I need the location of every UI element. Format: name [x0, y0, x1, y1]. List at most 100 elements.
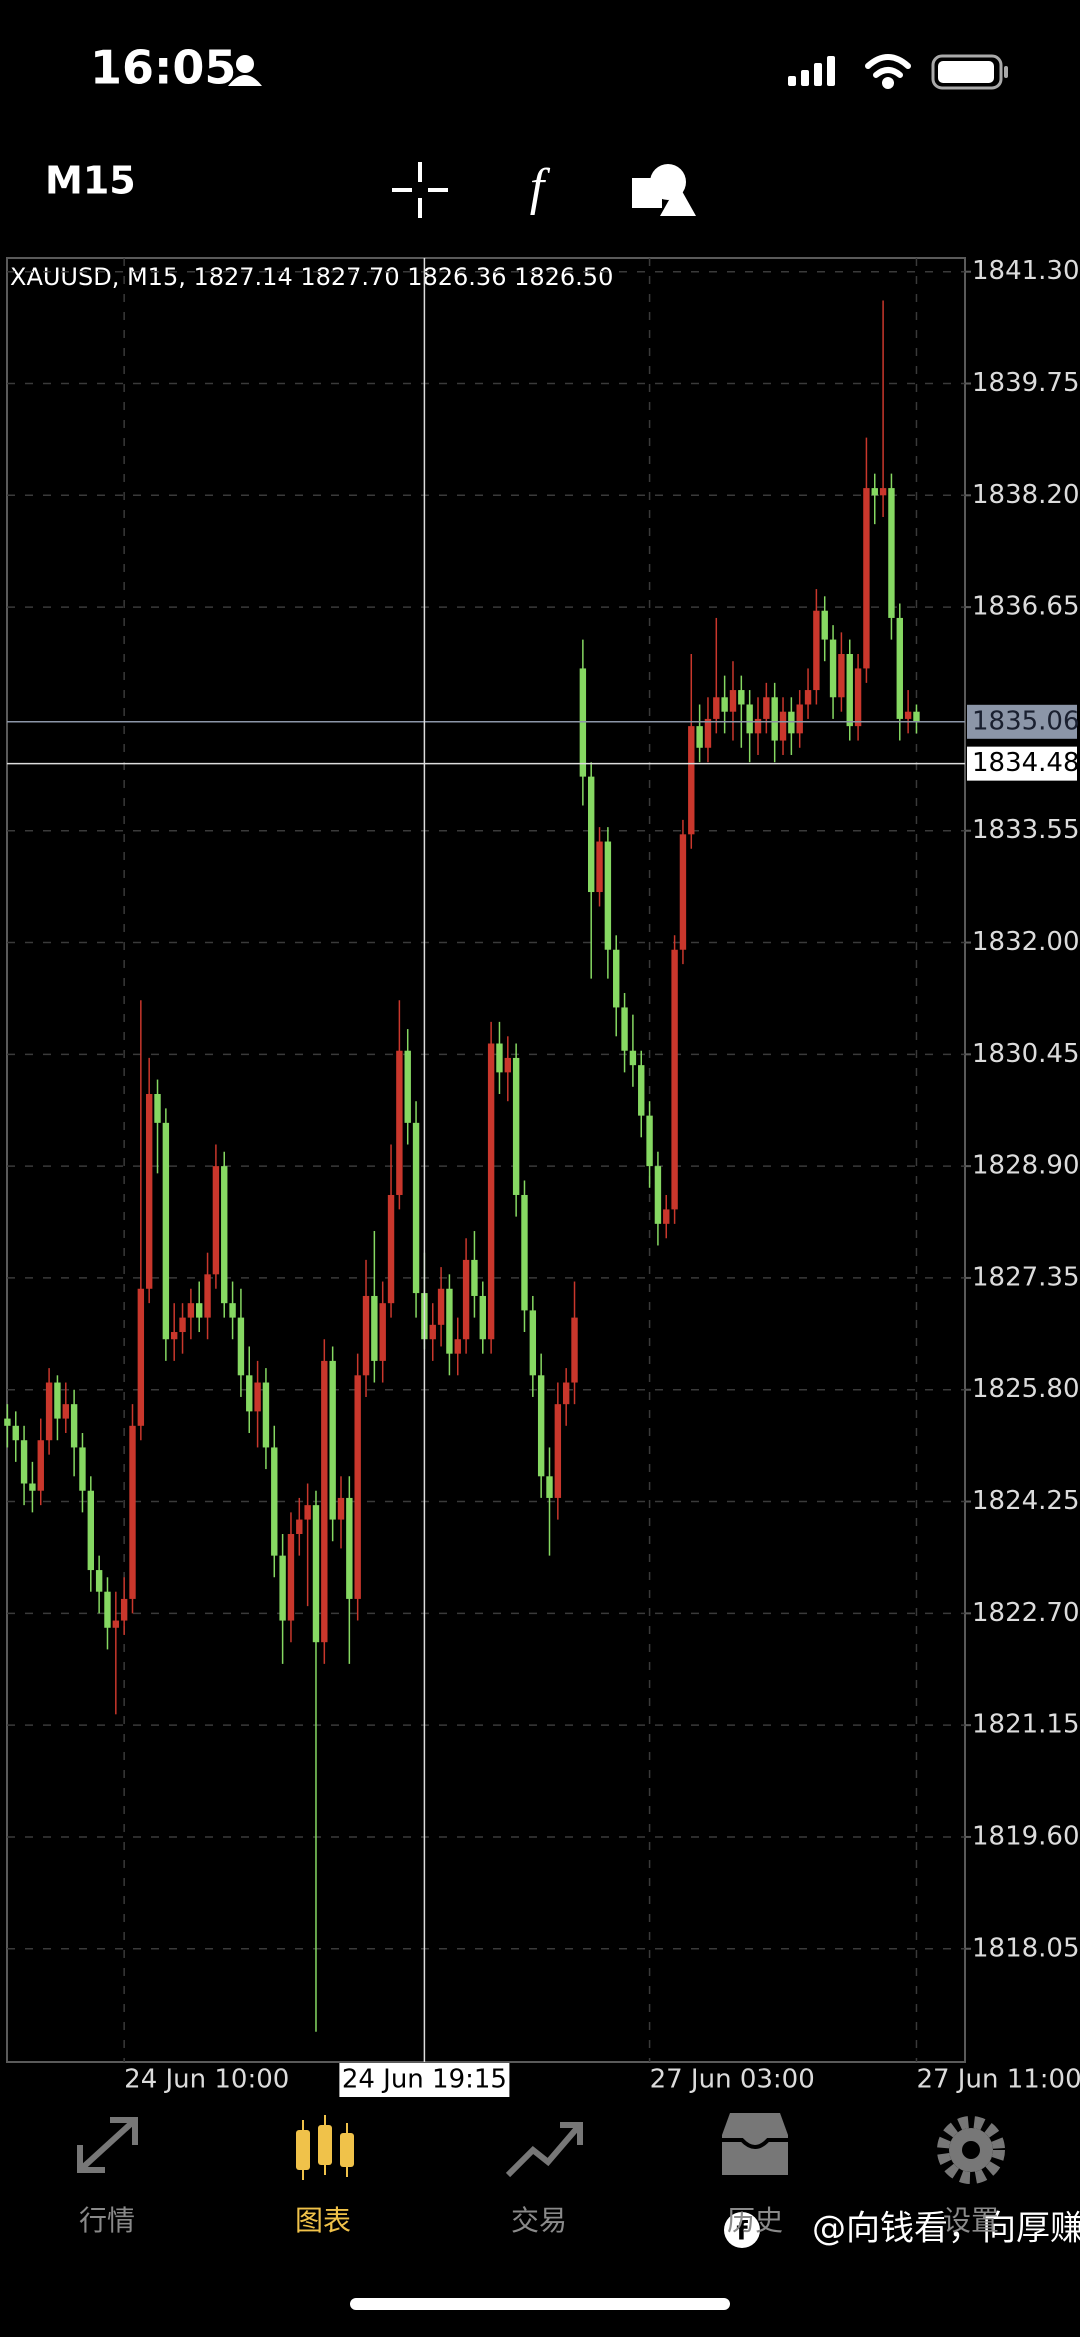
tab-label[interactable]: 行情: [79, 2204, 135, 2237]
candle: [904, 690, 912, 734]
candle: [571, 1281, 578, 1405]
candle: [446, 1274, 453, 1376]
candle: [354, 1353, 361, 1621]
candle-body: [287, 1534, 295, 1621]
candle-body: [521, 1194, 528, 1311]
candle: [129, 1404, 136, 1614]
tab-icon-history: [722, 2113, 788, 2175]
candle-body: [879, 488, 887, 496]
candle: [613, 935, 620, 1037]
candle-body: [279, 1555, 286, 1621]
candle-body: [721, 697, 728, 712]
candle-body: [562, 1382, 570, 1405]
svg-text:f: f: [736, 2217, 748, 2247]
candle-body: [529, 1310, 537, 1376]
candle-body: [738, 690, 745, 705]
candle-body: [229, 1303, 236, 1318]
y-tick-label: 1839.75: [972, 368, 1080, 398]
candle-body: [429, 1324, 436, 1340]
candle-body: [504, 1057, 511, 1073]
candle-body: [754, 718, 762, 734]
candle: [729, 661, 737, 741]
candle-body: [271, 1447, 278, 1556]
candle-body: [446, 1288, 453, 1354]
candle: [654, 1151, 662, 1246]
candle-body: [337, 1497, 345, 1520]
candle: [162, 1108, 170, 1361]
candle-body: [863, 488, 870, 669]
battery-icon: [931, 54, 1008, 90]
candle: [562, 1368, 570, 1426]
candle: [821, 596, 828, 662]
candle: [304, 1483, 311, 1607]
timeframe-button[interactable]: M15: [45, 159, 136, 203]
candle: [271, 1425, 278, 1578]
tab-label[interactable]: 交易: [511, 2204, 567, 2237]
candle: [504, 1036, 511, 1102]
y-tick-label: 1825.80: [972, 1374, 1080, 1404]
candle: [512, 1043, 520, 1217]
y-tick-label: 1830.45: [972, 1039, 1080, 1069]
candle: [746, 690, 753, 763]
candle: [437, 1267, 445, 1347]
candle: [738, 675, 745, 748]
candle: [521, 1180, 528, 1333]
candle-body: [162, 1122, 170, 1340]
candle-body: [129, 1425, 136, 1599]
candle-body: [821, 610, 828, 640]
crosshair-tool[interactable]: [392, 162, 448, 218]
candle-body: [404, 1050, 411, 1123]
y-tick-label: 1838.20: [972, 480, 1080, 510]
signal-icon: [788, 56, 835, 86]
tab-label[interactable]: 图表: [295, 2204, 351, 2237]
candle-body: [896, 617, 903, 719]
candle-body: [346, 1497, 353, 1599]
candle: [913, 704, 920, 734]
candle-body: [613, 949, 620, 1008]
candle: [679, 819, 687, 965]
wifi-icon: [865, 54, 911, 89]
chart: XAUUSD, M15, 1827.14 1827.70 1826.36 182…: [6, 257, 966, 2063]
candle: [838, 632, 845, 712]
bid-label-box: [967, 704, 1077, 739]
candle: [829, 625, 837, 719]
candle-body: [704, 718, 712, 748]
objects-tool[interactable]: [632, 164, 696, 216]
candle: [171, 1303, 178, 1361]
candle-body: [554, 1404, 562, 1498]
candle: [87, 1476, 94, 1592]
status-time: 16:05: [90, 41, 236, 95]
candle: [638, 1050, 645, 1138]
candle-body: [362, 1295, 370, 1376]
candle-body: [12, 1425, 19, 1441]
tab-label[interactable]: 历史: [727, 2204, 783, 2237]
y-tick-label: 1821.15: [972, 1710, 1080, 1740]
candle: [537, 1353, 545, 1498]
candle: [779, 697, 787, 755]
candle-body: [604, 841, 612, 950]
candle: [362, 1259, 370, 1397]
candle: [396, 1000, 403, 1210]
candle: [254, 1360, 261, 1448]
chart-info: XAUUSD, M15, 1827.14 1827.70 1826.36 182…: [10, 263, 613, 291]
candle: [104, 1577, 111, 1650]
tab-label[interactable]: 设置: [943, 2204, 999, 2237]
candle: [754, 697, 762, 755]
candle-body: [746, 704, 753, 734]
tab-icon-settings: [937, 2116, 1005, 2184]
candle-body: [196, 1303, 203, 1318]
candle-body: [888, 488, 895, 618]
candle-body: [546, 1476, 553, 1498]
candle: [379, 1281, 386, 1383]
candle-body: [854, 668, 862, 727]
candle-body: [237, 1317, 245, 1376]
candle-body: [654, 1166, 662, 1224]
candle: [137, 1000, 145, 1441]
candle: [479, 1281, 486, 1354]
candle: [154, 1079, 161, 1174]
candle: [45, 1368, 53, 1455]
candle-body: [621, 1007, 628, 1051]
candle: [187, 1288, 195, 1340]
candle-body: [671, 949, 678, 1210]
candle: [196, 1281, 203, 1333]
